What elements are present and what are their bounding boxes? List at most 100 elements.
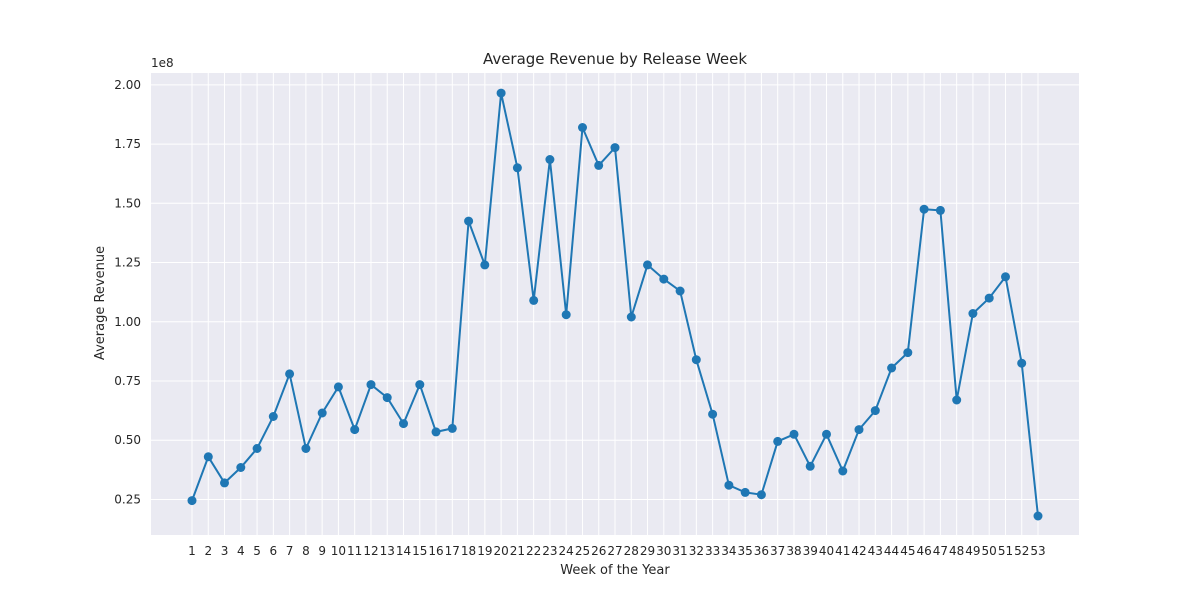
- data-point: [919, 204, 929, 214]
- x-tick-label: 10: [331, 544, 346, 558]
- data-point: [285, 369, 295, 379]
- x-tick-label: 38: [786, 544, 801, 558]
- y-tick-label: 1.25: [114, 256, 141, 270]
- y-tick-label: 1.50: [114, 196, 141, 210]
- data-point: [236, 463, 246, 472]
- x-tick-label: 23: [542, 544, 557, 558]
- data-point: [626, 312, 636, 322]
- y-tick-label: 1.75: [114, 137, 141, 151]
- chart-title: Average Revenue by Release Week: [483, 50, 747, 68]
- data-point: [561, 310, 571, 320]
- data-point: [252, 444, 262, 453]
- data-point: [756, 490, 766, 500]
- data-point: [854, 425, 864, 435]
- x-tick-label: 28: [624, 544, 639, 558]
- x-tick-label: 30: [656, 544, 671, 558]
- data-point: [675, 286, 685, 296]
- x-tick-label: 51: [998, 544, 1013, 558]
- x-tick-label: 46: [916, 544, 931, 558]
- data-point: [968, 309, 978, 318]
- x-tick-label: 26: [591, 544, 606, 558]
- data-point: [984, 293, 994, 303]
- data-point: [431, 427, 441, 437]
- data-point: [903, 348, 913, 358]
- x-tick-label: 33: [705, 544, 720, 558]
- x-tick-label: 24: [559, 544, 574, 558]
- x-tick-label: 27: [607, 544, 622, 558]
- y-tick-label: 1.00: [114, 315, 141, 329]
- data-point: [610, 143, 620, 153]
- data-point: [805, 461, 815, 471]
- y-tick-label: 0.75: [114, 374, 141, 388]
- x-tick-label: 39: [803, 544, 818, 558]
- data-point: [643, 260, 652, 270]
- x-tick-label: 12: [363, 544, 378, 558]
- data-point: [220, 478, 229, 488]
- x-tick-label: 13: [380, 544, 395, 558]
- data-point: [447, 423, 457, 433]
- x-tick-label: 36: [754, 544, 769, 558]
- y-axis-title: Average Revenue: [93, 246, 108, 360]
- x-tick-label: 5: [253, 544, 261, 558]
- y-tick-label: 0.50: [114, 433, 141, 447]
- data-point: [333, 382, 343, 392]
- x-tick-label: 9: [318, 544, 326, 558]
- data-point: [822, 429, 831, 439]
- x-tick-label: 17: [445, 544, 460, 558]
- data-point: [1001, 272, 1010, 282]
- tick-labels: 1 2 3 4 5 6 7 8 9 10 11 12 13 14 15 16 17 18 19 20 21 22 23 24 2…: [114, 78, 1045, 558]
- x-axis-title: Week of the Year: [560, 563, 670, 578]
- data-point: [301, 444, 311, 453]
- x-tick-label: 22: [526, 544, 541, 558]
- data-point: [480, 260, 490, 270]
- data-point: [350, 425, 360, 435]
- y-tick-label: 2.00: [114, 78, 141, 92]
- data-point: [512, 163, 522, 173]
- y-axis-offset-label: 1e8: [151, 56, 174, 70]
- x-tick-label: 18: [461, 544, 476, 558]
- x-tick-label: 49: [965, 544, 980, 558]
- x-tick-label: 53: [1030, 544, 1045, 558]
- x-tick-label: 15: [412, 544, 427, 558]
- data-point: [399, 419, 408, 429]
- data-point: [935, 205, 945, 215]
- data-point: [887, 363, 897, 373]
- data-point: [578, 123, 587, 132]
- x-tick-label: 52: [1014, 544, 1029, 558]
- data-point: [789, 429, 799, 439]
- x-tick-label: 1: [188, 544, 196, 558]
- x-tick-label: 41: [835, 544, 850, 558]
- data-point: [1033, 511, 1043, 521]
- data-point: [594, 160, 604, 170]
- x-tick-label: 25: [575, 544, 590, 558]
- data-point: [740, 487, 750, 497]
- data-point: [1017, 358, 1027, 368]
- x-tick-label: 35: [738, 544, 753, 558]
- data-point: [187, 496, 197, 506]
- data-point: [464, 216, 474, 226]
- x-tick-label: 31: [672, 544, 687, 558]
- data-point: [838, 466, 848, 476]
- data-point: [952, 395, 962, 405]
- x-tick-label: 16: [428, 544, 443, 558]
- x-tick-label: 4: [237, 544, 245, 558]
- data-point: [382, 393, 392, 403]
- x-tick-label: 29: [640, 544, 655, 558]
- x-tick-label: 37: [770, 544, 785, 558]
- x-tick-label: 14: [396, 544, 411, 558]
- x-tick-label: 19: [477, 544, 492, 558]
- x-tick-label: 50: [982, 544, 997, 558]
- x-tick-label: 11: [347, 544, 362, 558]
- x-tick-label: 47: [933, 544, 948, 558]
- data-point: [545, 155, 555, 164]
- x-tick-label: 6: [270, 544, 278, 558]
- data-point: [268, 412, 278, 421]
- x-tick-label: 7: [286, 544, 294, 558]
- x-tick-label: 44: [884, 544, 899, 558]
- grid: [151, 73, 1079, 535]
- data-point: [691, 355, 701, 365]
- x-tick-label: 2: [204, 544, 212, 558]
- data-point: [496, 88, 506, 98]
